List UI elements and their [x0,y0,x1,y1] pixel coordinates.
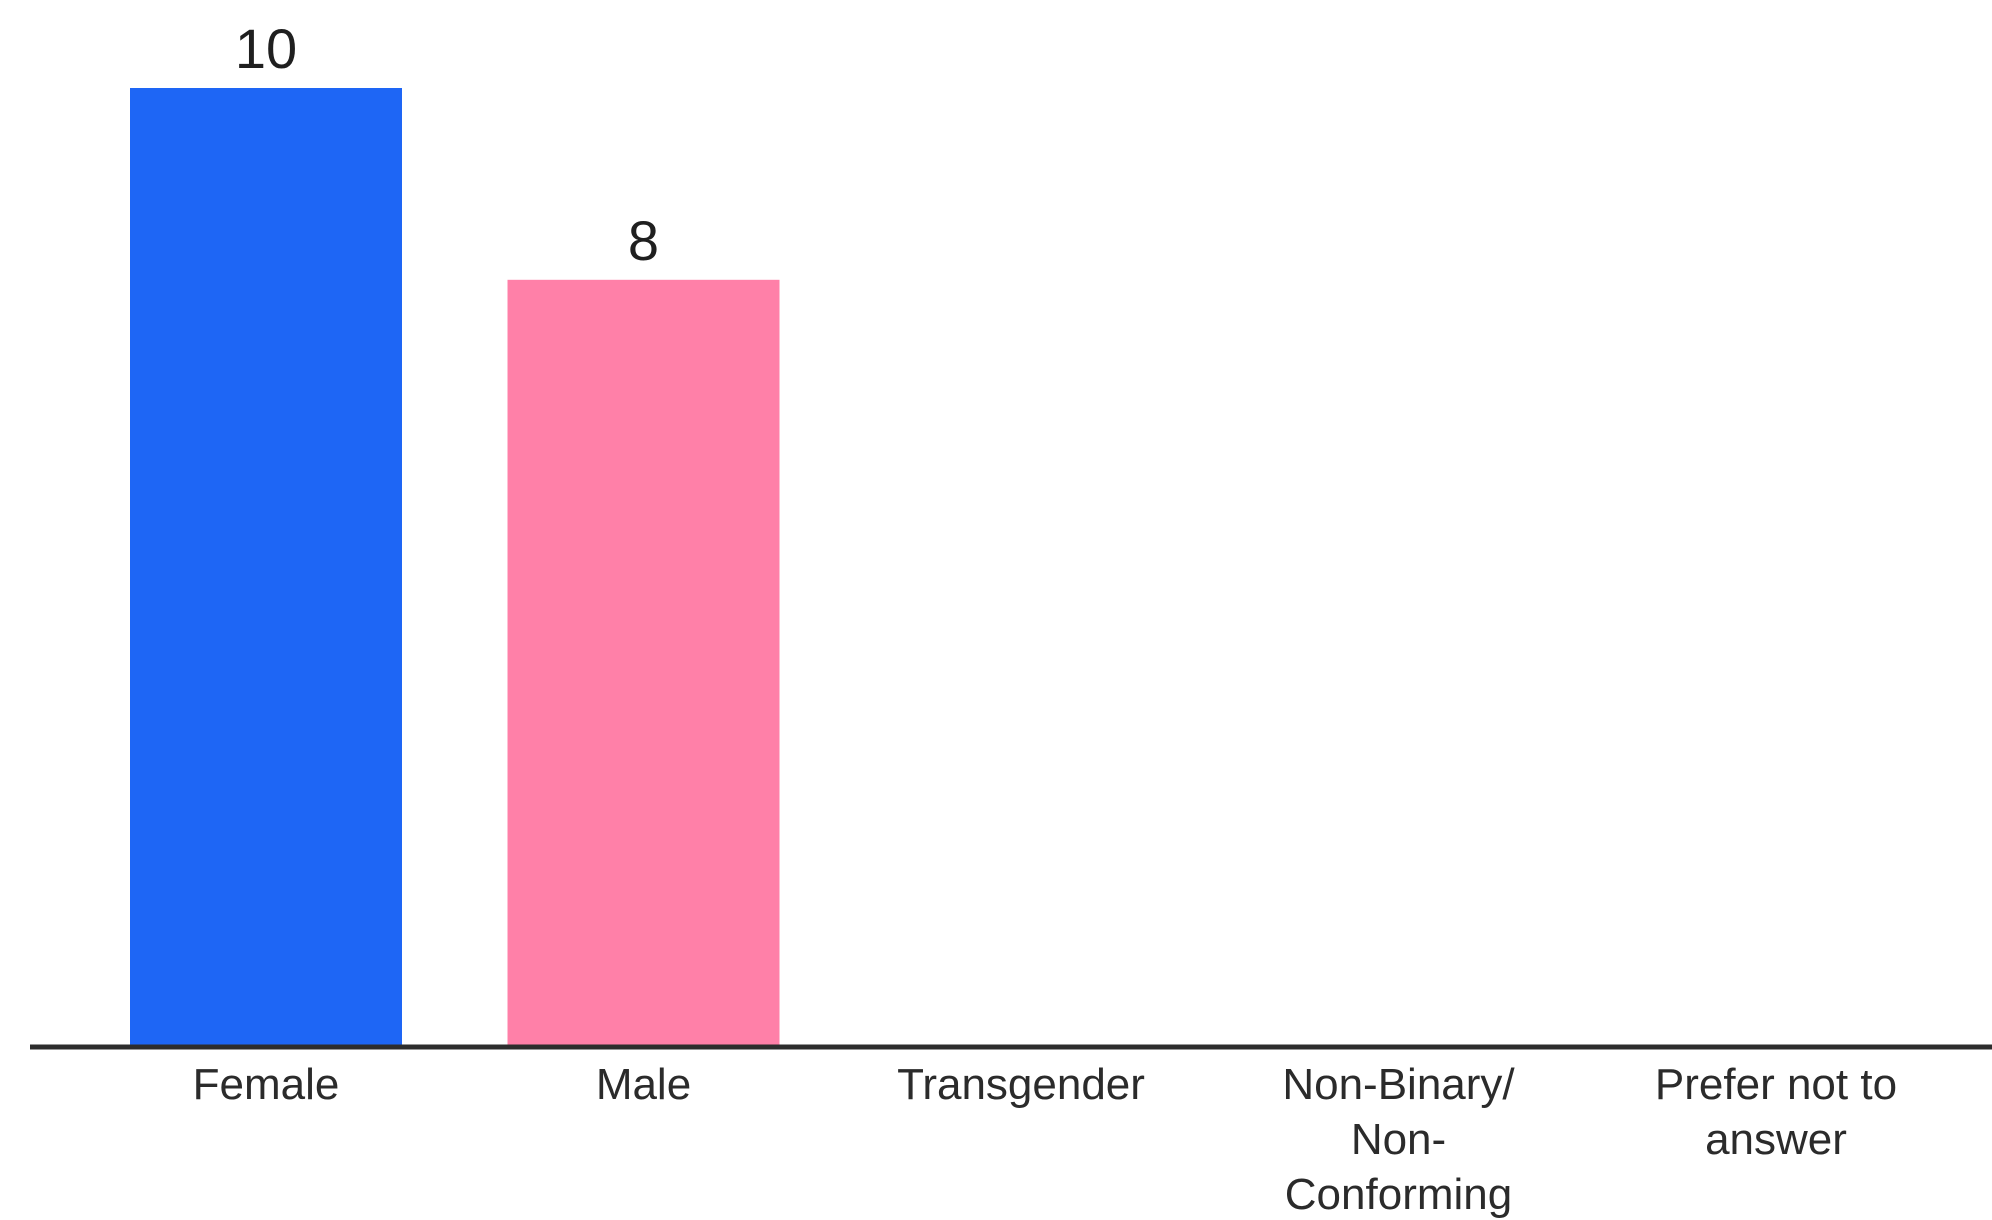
bar-value-label-female: 10 [235,17,297,80]
bars-group [130,88,780,1047]
x-tick-label-prefer-not-to-answer: Prefer not to answer [1655,1060,1897,1164]
x-tick-label-line: Female [193,1060,340,1109]
x-tick-label-line: Prefer not to [1655,1060,1897,1109]
bar-female [130,88,402,1047]
x-tick-label-line: Transgender [897,1060,1145,1109]
x-tick-label-line: Non-Binary/ [1282,1060,1515,1109]
x-tick-label-line: answer [1705,1115,1847,1164]
x-tick-label-non-binary-non-conforming: Non-Binary/Non- Conforming [1282,1060,1515,1219]
x-tick-label-male: Male [596,1060,691,1109]
x-tick-label-female: Female [193,1060,340,1109]
x-tick-label-transgender: Transgender [897,1060,1145,1109]
x-tick-label-line: Male [596,1060,691,1109]
bar-male [507,279,780,1047]
x-tick-labels: Female Male Transgender Non-Binary/Non- Conf… [193,1060,1897,1219]
x-tick-label-line: Non- [1351,1115,1446,1164]
x-tick-label-line: Conforming [1285,1170,1512,1219]
bar-value-label-male: 8 [628,209,659,272]
bar-value-labels: 10 8 [235,17,659,272]
